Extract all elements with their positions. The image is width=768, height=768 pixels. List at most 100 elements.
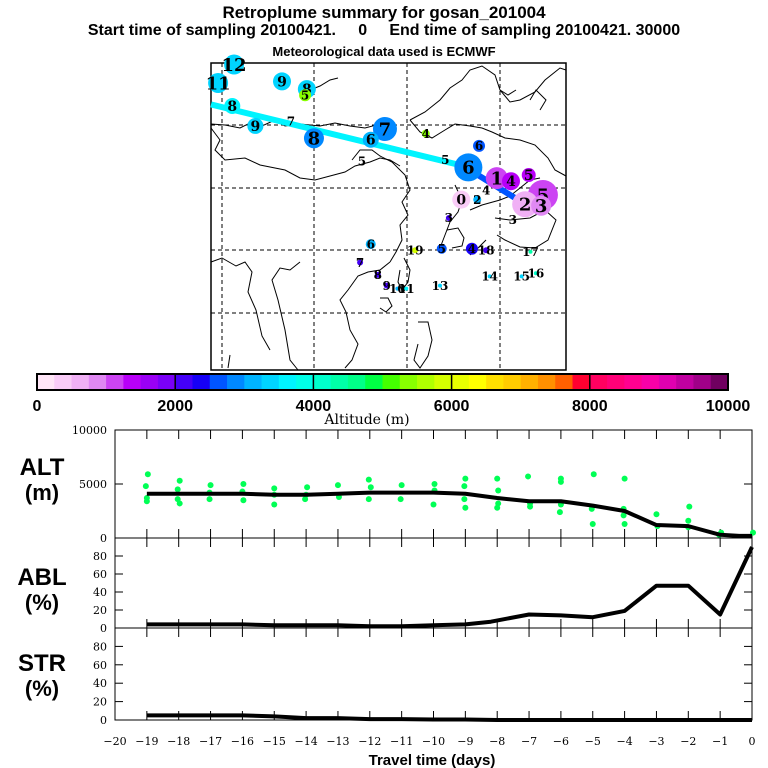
altitude-scatter-point: [206, 496, 213, 503]
altitude-scatter-point: [494, 475, 501, 482]
plume-center-marker: [487, 274, 492, 279]
altitude-scatter-point: [495, 487, 502, 494]
colorbar-swatch: [313, 374, 332, 390]
plume-day-label: 7: [287, 115, 295, 129]
plume-center-marker: [421, 129, 430, 138]
plume-center-marker: [445, 215, 452, 222]
colorbar-tick-label: 10000: [706, 398, 751, 415]
x-tick-label: 0: [749, 735, 756, 748]
colorbar-swatch: [157, 374, 176, 390]
x-tick-label: −9: [457, 735, 473, 748]
colorbar-swatch: [296, 374, 314, 390]
x-tick-label: −2: [680, 735, 696, 748]
series-line: [146, 490, 752, 538]
plume-day-label: 11: [206, 73, 231, 94]
plume-day-label: 14: [481, 270, 498, 284]
altitude-scatter-point: [653, 511, 660, 518]
x-tick-label: −15: [263, 735, 286, 748]
altitude-scatter-point: [240, 481, 247, 487]
colorbar-swatch: [486, 374, 504, 390]
plume-day-label: 2: [519, 195, 532, 216]
altitude-scatter-point: [525, 473, 532, 480]
colorbar-swatch: [278, 374, 297, 390]
colorbar-swatch: [382, 374, 401, 390]
altitude-scatter-point: [462, 475, 469, 482]
plume-day-label: 6: [475, 139, 483, 153]
colorbar-swatch: [503, 374, 522, 390]
altitude-scatter-point: [462, 504, 469, 511]
altitude-scatter-point: [686, 503, 693, 510]
y-tick-label: 20: [93, 696, 107, 709]
y-tick-label: 60: [93, 659, 107, 672]
abl-unit: (%): [25, 590, 59, 615]
y-tick-label: 80: [93, 550, 107, 563]
plume-day-label: 10: [389, 282, 406, 296]
altitude-scatter-point: [590, 471, 597, 478]
altitude-scatter-point: [143, 498, 150, 505]
plume-day-label: 11: [398, 282, 415, 296]
coastline-segment: [446, 227, 465, 249]
altitude-scatter-point: [527, 503, 534, 510]
coastline-segment: [227, 354, 231, 369]
altitude-scatter-point: [304, 484, 311, 491]
plume-day-label: 5: [438, 242, 446, 256]
coastline-segment: [397, 257, 411, 291]
coastline-segment: [210, 127, 401, 181]
colorbar-swatch: [710, 374, 729, 390]
x-tick-label: −8: [489, 735, 505, 748]
plume-day-label: 9: [251, 119, 261, 135]
colorbar-swatch: [347, 374, 366, 390]
coastline-segment: [351, 149, 411, 263]
y-tick-label: 20: [93, 604, 107, 617]
series-line: [146, 713, 752, 722]
altitude-scatter-point: [557, 478, 564, 485]
coastline-segment: [409, 65, 567, 121]
plume-center-marker: [519, 274, 524, 279]
str-unit: (%): [25, 676, 59, 701]
y-tick-label: 60: [93, 568, 107, 581]
altitude-scatter-point: [431, 481, 438, 487]
str-label: STR: [18, 650, 66, 677]
plume-day-label: 9: [383, 279, 391, 293]
colorbar-tick-label: 2000: [157, 398, 193, 415]
altitude-scatter-point: [144, 471, 151, 478]
y-tick-label: 80: [93, 640, 107, 653]
plume-center-marker: [404, 286, 409, 291]
x-axis-label: Travel time (days): [369, 752, 496, 768]
plume-center-marker: [365, 239, 376, 250]
colorbar-swatch: [71, 374, 90, 390]
altitude-scatter-point: [620, 512, 627, 519]
colorbar-swatch: [607, 374, 625, 390]
colorbar-swatch: [572, 374, 591, 390]
altitude-scatter-point: [174, 486, 181, 493]
plume-day-label: 9: [277, 74, 287, 90]
plume-center-marker: [412, 247, 419, 254]
x-tick-label: −19: [135, 735, 158, 748]
plume-center-marker: [362, 131, 379, 148]
x-tick-label: −13: [326, 735, 349, 748]
colorbar-swatch: [140, 374, 159, 390]
altitude-scatter-point: [271, 485, 278, 492]
abl-panel: 0 20 40 60 80: [93, 537, 754, 635]
plume-center-marker: [465, 242, 478, 255]
plume-day-label: 12: [222, 55, 247, 76]
coastline-segment: [339, 261, 391, 369]
map-panel: 1211985897786546561454025233361954181778…: [206, 54, 567, 371]
y-tick-label: 10000: [72, 424, 107, 437]
coastline-segment: [413, 321, 433, 369]
plume-day-label: 8: [227, 99, 237, 115]
altitude-scatter-point: [365, 496, 372, 503]
plume-center-marker: [247, 117, 264, 134]
x-tick-label: −3: [648, 735, 664, 748]
plume-day-label: 6: [462, 158, 475, 179]
x-tick-label: −6: [553, 735, 569, 748]
altitude-scatter-point: [302, 496, 309, 503]
chart-title: Retroplume summary for gosan_201004: [222, 3, 546, 22]
colorbar-swatch: [555, 374, 574, 390]
plume-track-line: [210, 101, 464, 169]
plume-center-marker: [452, 190, 471, 209]
altitude-scatter-point: [142, 483, 149, 490]
colorbar-swatch: [434, 374, 453, 390]
plume-day-label: 7: [356, 256, 364, 270]
plume-center-marker: [383, 282, 390, 289]
